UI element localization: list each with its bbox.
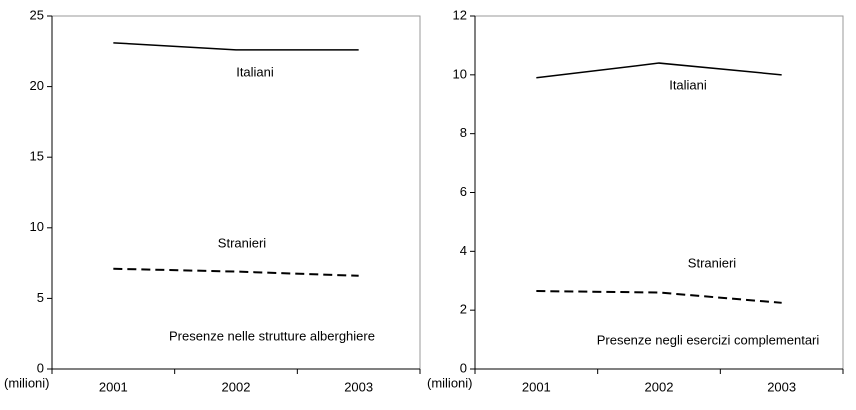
- x-tick-label: 2003: [767, 379, 796, 394]
- x-tick-label: 2002: [222, 379, 251, 394]
- annotation: Presenze negli esercizi complementari: [597, 332, 820, 347]
- y-unit-label: (milioni): [4, 375, 50, 390]
- x-tick-label: 2002: [645, 379, 674, 394]
- y-tick-label: 2: [460, 302, 467, 317]
- line-series: [113, 42, 359, 51]
- series-label: Stranieri: [688, 255, 737, 270]
- y-tick-label: 25: [30, 7, 44, 22]
- series-label: Italiani: [236, 64, 274, 79]
- y-tick-label: 8: [460, 125, 467, 140]
- x-tick-label: 2001: [99, 379, 128, 394]
- y-tick-label: 12: [453, 7, 467, 22]
- y-tick-label: 20: [30, 78, 44, 93]
- y-tick-label: 6: [460, 184, 467, 199]
- y-tick-label: 5: [37, 290, 44, 305]
- y-unit-label: (milioni): [427, 375, 473, 390]
- line-series: [113, 267, 359, 277]
- y-tick-label: 0: [37, 360, 44, 375]
- line-series: [536, 290, 782, 304]
- y-tick-label: 0: [460, 360, 467, 375]
- plot-frame: [474, 15, 844, 370]
- y-tick-label: 15: [30, 149, 44, 164]
- x-tick-label: 2003: [344, 379, 373, 394]
- y-tick-label: 4: [460, 243, 467, 258]
- y-tick-label: 10: [453, 66, 467, 81]
- series-label: Stranieri: [218, 235, 267, 250]
- series-label: Italiani: [669, 77, 707, 92]
- line-series: [536, 62, 782, 79]
- y-tick-label: 10: [30, 219, 44, 234]
- x-tick-label: 2001: [522, 379, 551, 394]
- annotation: Presenze nelle strutture alberghiere: [169, 328, 375, 343]
